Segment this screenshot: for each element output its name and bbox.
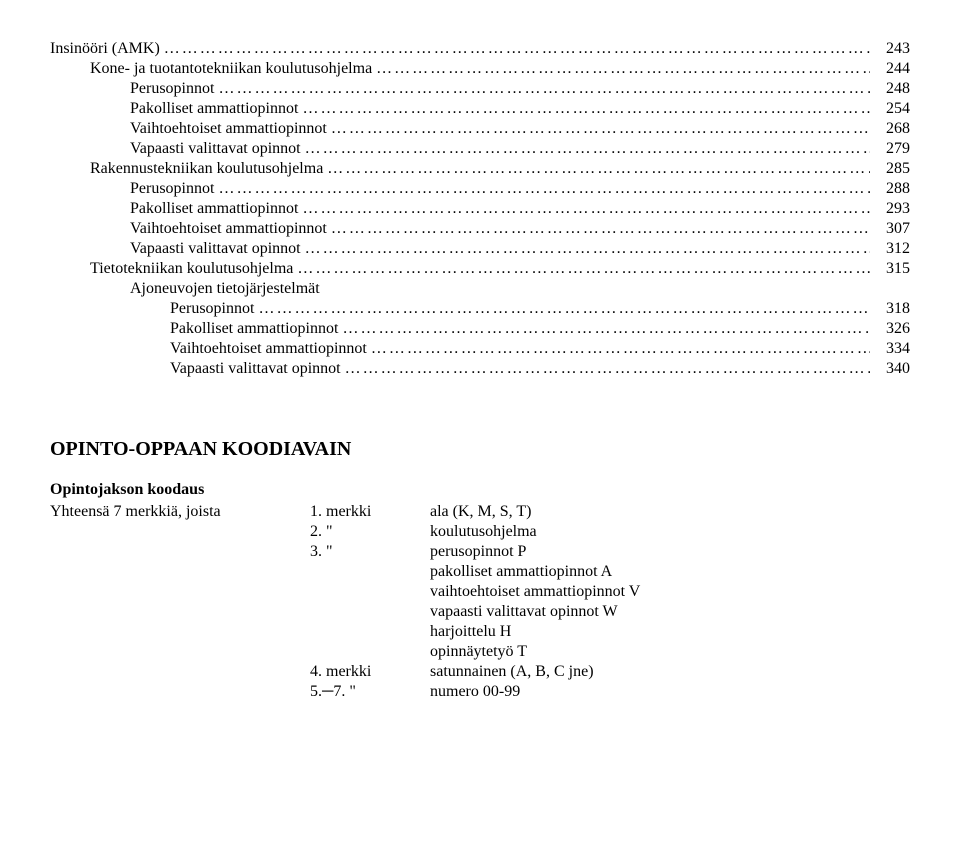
toc-leader-dots: …………………………………………………………………………………………………………… [214, 80, 870, 98]
toc-line: Perusopinnot…………………………………………………………………………… [50, 80, 910, 98]
toc-line: Perusopinnot…………………………………………………………………………… [50, 180, 910, 198]
toc-line: Ajoneuvojen tietojärjestelmät [50, 280, 910, 298]
toc-page-number: 243 [870, 40, 910, 58]
koodaus-col2: 5.─7. " [310, 683, 430, 703]
toc-leader-dots: …………………………………………………………………………………………………………… [301, 140, 870, 158]
koodaus-col2: 3. " [310, 543, 430, 563]
koodaus-col2: 4. merkki [310, 663, 430, 683]
toc-line: Vaihtoehtoiset ammattiopinnot……………………………… [50, 120, 910, 138]
toc-page-number: 268 [870, 120, 910, 138]
toc-line: Pakolliset ammattiopinnot………………………………………… [50, 320, 910, 338]
toc-page-number: 279 [870, 140, 910, 158]
toc-label: Perusopinnot [130, 180, 214, 198]
koodaus-col2 [310, 583, 430, 603]
toc-label: Rakennustekniikan koulutusohjelma [90, 160, 323, 178]
toc-leader-dots: …………………………………………………………………………………………………………… [298, 100, 870, 118]
toc-label: Perusopinnot [130, 80, 214, 98]
toc-label: Vaihtoehtoiset ammattiopinnot [170, 340, 367, 358]
toc-leader-dots: …………………………………………………………………………………………………………… [327, 220, 870, 238]
toc-label: Vapaasti valittavat opinnot [170, 360, 341, 378]
toc-leader-dots: …………………………………………………………………………………………………………… [214, 180, 870, 198]
toc-page-number: 326 [870, 320, 910, 338]
toc-label: Vaihtoehtoiset ammattiopinnot [130, 220, 327, 238]
toc-page-number: 334 [870, 340, 910, 358]
toc-label: Pakolliset ammattiopinnot [130, 200, 298, 218]
toc-line: Perusopinnot…………………………………………………………………………… [50, 300, 910, 318]
toc-line: Pakolliset ammattiopinnot………………………………………… [50, 100, 910, 118]
toc-page-number: 248 [870, 80, 910, 98]
koodaus-col2 [310, 563, 430, 583]
toc-label: Tietotekniikan koulutusohjelma [90, 260, 293, 278]
toc-label: Kone- ja tuotantotekniikan koulutusohjel… [90, 60, 372, 78]
toc-label: Vapaasti valittavat opinnot [130, 240, 301, 258]
koodaus-subheading: Opintojakson koodaus [50, 481, 910, 499]
koodaus-col2 [310, 623, 430, 643]
toc-leader-dots: …………………………………………………………………………………………………………… [254, 300, 870, 318]
toc-page-number: 288 [870, 180, 910, 198]
toc-leader-dots: …………………………………………………………………………………………………………… [293, 260, 870, 278]
toc-leader-dots: …………………………………………………………………………………………………………… [160, 40, 870, 58]
toc-leader-dots: …………………………………………………………………………………………………………… [338, 320, 870, 338]
toc-label: Perusopinnot [170, 300, 254, 318]
toc-line: Rakennustekniikan koulutusohjelma…………………… [50, 160, 910, 178]
toc-label: Ajoneuvojen tietojärjestelmät [130, 280, 320, 298]
toc-leader-dots: …………………………………………………………………………………………………………… [298, 200, 870, 218]
toc-page-number: 340 [870, 360, 910, 378]
koodaus-col3: satunnainen (A, B, C jne) [430, 663, 670, 683]
toc-page-number: 312 [870, 240, 910, 258]
toc-page-number: 293 [870, 200, 910, 218]
toc-page-number: 318 [870, 300, 910, 318]
koodaus-table: Yhteensä 7 merkkiä, joista 1. merkki ala… [50, 503, 670, 703]
toc-label: Vaihtoehtoiset ammattiopinnot [130, 120, 327, 138]
koodaus-col2: 2. " [310, 523, 430, 543]
toc-line: Insinööri (AMK)…………………………………………………………………… [50, 40, 910, 58]
toc-page-number: 307 [870, 220, 910, 238]
toc-page-number: 285 [870, 160, 910, 178]
toc-label: Pakolliset ammattiopinnot [170, 320, 338, 338]
koodaus-col2: 1. merkki [310, 503, 430, 523]
toc-page-number: 244 [870, 60, 910, 78]
toc-leader-dots: …………………………………………………………………………………………………………… [301, 240, 870, 258]
toc-leader-dots: …………………………………………………………………………………………………………… [372, 60, 870, 78]
toc-leader-dots: …………………………………………………………………………………………………………… [327, 120, 870, 138]
toc-line: Vapaasti valittavat opinnot…………………………………… [50, 360, 910, 378]
koodaus-col3: koulutusohjelma [430, 523, 670, 543]
toc-line: Vapaasti valittavat opinnot…………………………………… [50, 140, 910, 158]
toc-line: Vapaasti valittavat opinnot…………………………………… [50, 240, 910, 258]
toc-line: Vaihtoehtoiset ammattiopinnot……………………………… [50, 340, 910, 358]
koodaus-col3: perusopinnot P [430, 543, 670, 563]
koodaus-intro: Yhteensä 7 merkkiä, joista [50, 503, 310, 523]
koodaus-col3: vaihtoehtoiset ammattiopinnot V [430, 583, 670, 603]
koodaus-col3: vapaasti valittavat opinnot W [430, 603, 670, 623]
toc-label: Vapaasti valittavat opinnot [130, 140, 301, 158]
toc-label: Pakolliset ammattiopinnot [130, 100, 298, 118]
koodaus-col3: numero 00-99 [430, 683, 670, 703]
toc-leader-dots: …………………………………………………………………………………………………………… [341, 360, 870, 378]
toc-line: Kone- ja tuotantotekniikan koulutusohjel… [50, 60, 910, 78]
koodaus-col2 [310, 643, 430, 663]
table-of-contents: Insinööri (AMK)…………………………………………………………………… [50, 40, 910, 378]
koodaus-col3: harjoittelu H [430, 623, 670, 643]
koodaus-col2 [310, 603, 430, 623]
toc-line: Vaihtoehtoiset ammattiopinnot……………………………… [50, 220, 910, 238]
koodaus-col3: pakolliset ammattiopinnot A [430, 563, 670, 583]
toc-leader-dots: …………………………………………………………………………………………………………… [323, 160, 870, 178]
toc-line: Tietotekniikan koulutusohjelma…………………………… [50, 260, 910, 278]
toc-line: Pakolliset ammattiopinnot………………………………………… [50, 200, 910, 218]
section-heading: OPINTO-OPPAAN KOODIAVAIN [50, 438, 910, 461]
toc-leader-dots: …………………………………………………………………………………………………………… [367, 340, 870, 358]
toc-page-number: 254 [870, 100, 910, 118]
koodaus-col3: ala (K, M, S, T) [430, 503, 670, 523]
koodaus-col3: opinnäytetyö T [430, 643, 670, 663]
toc-page-number: 315 [870, 260, 910, 278]
toc-label: Insinööri (AMK) [50, 40, 160, 58]
